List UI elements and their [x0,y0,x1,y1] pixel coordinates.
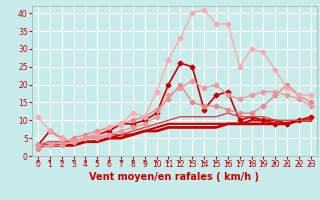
X-axis label: Vent moyen/en rafales ( km/h ): Vent moyen/en rafales ( km/h ) [89,172,260,182]
